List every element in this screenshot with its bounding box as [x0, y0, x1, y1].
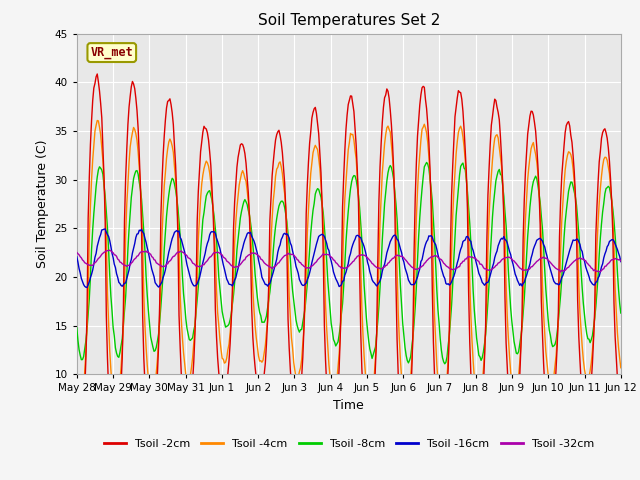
Y-axis label: Soil Temperature (C): Soil Temperature (C) [36, 140, 49, 268]
Text: VR_met: VR_met [90, 46, 133, 59]
Title: Soil Temperatures Set 2: Soil Temperatures Set 2 [258, 13, 440, 28]
Legend: Tsoil -2cm, Tsoil -4cm, Tsoil -8cm, Tsoil -16cm, Tsoil -32cm: Tsoil -2cm, Tsoil -4cm, Tsoil -8cm, Tsoi… [99, 434, 598, 454]
X-axis label: Time: Time [333, 399, 364, 412]
